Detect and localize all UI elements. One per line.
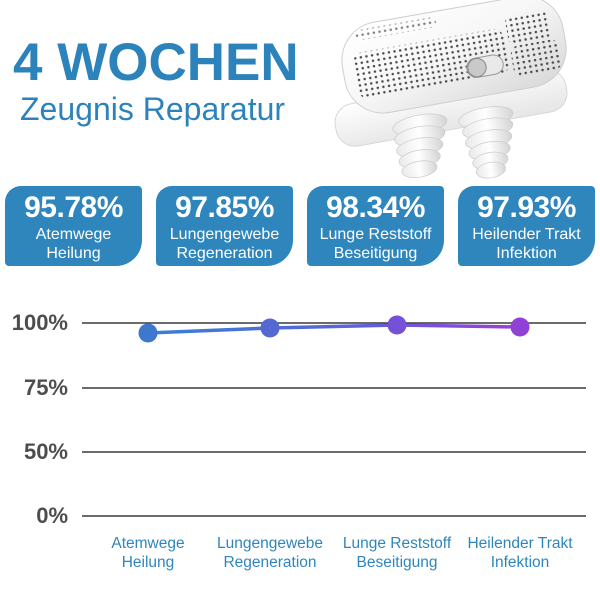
- svg-text:Atemwege: Atemwege: [111, 535, 184, 552]
- svg-text:Heilung: Heilung: [122, 554, 175, 571]
- svg-text:Infektion: Infektion: [491, 554, 550, 571]
- svg-text:Lunge Reststoff: Lunge Reststoff: [343, 535, 452, 552]
- svg-text:Heilender Trakt: Heilender Trakt: [467, 535, 573, 552]
- svg-text:Regeneration: Regeneration: [223, 554, 316, 571]
- svg-text:Lungengewebe: Lungengewebe: [217, 535, 323, 552]
- svg-text:0%: 0%: [36, 503, 68, 528]
- svg-text:100%: 100%: [12, 310, 68, 335]
- svg-text:Beseitigung: Beseitigung: [356, 554, 437, 571]
- svg-text:75%: 75%: [24, 375, 68, 400]
- svg-text:50%: 50%: [24, 439, 68, 464]
